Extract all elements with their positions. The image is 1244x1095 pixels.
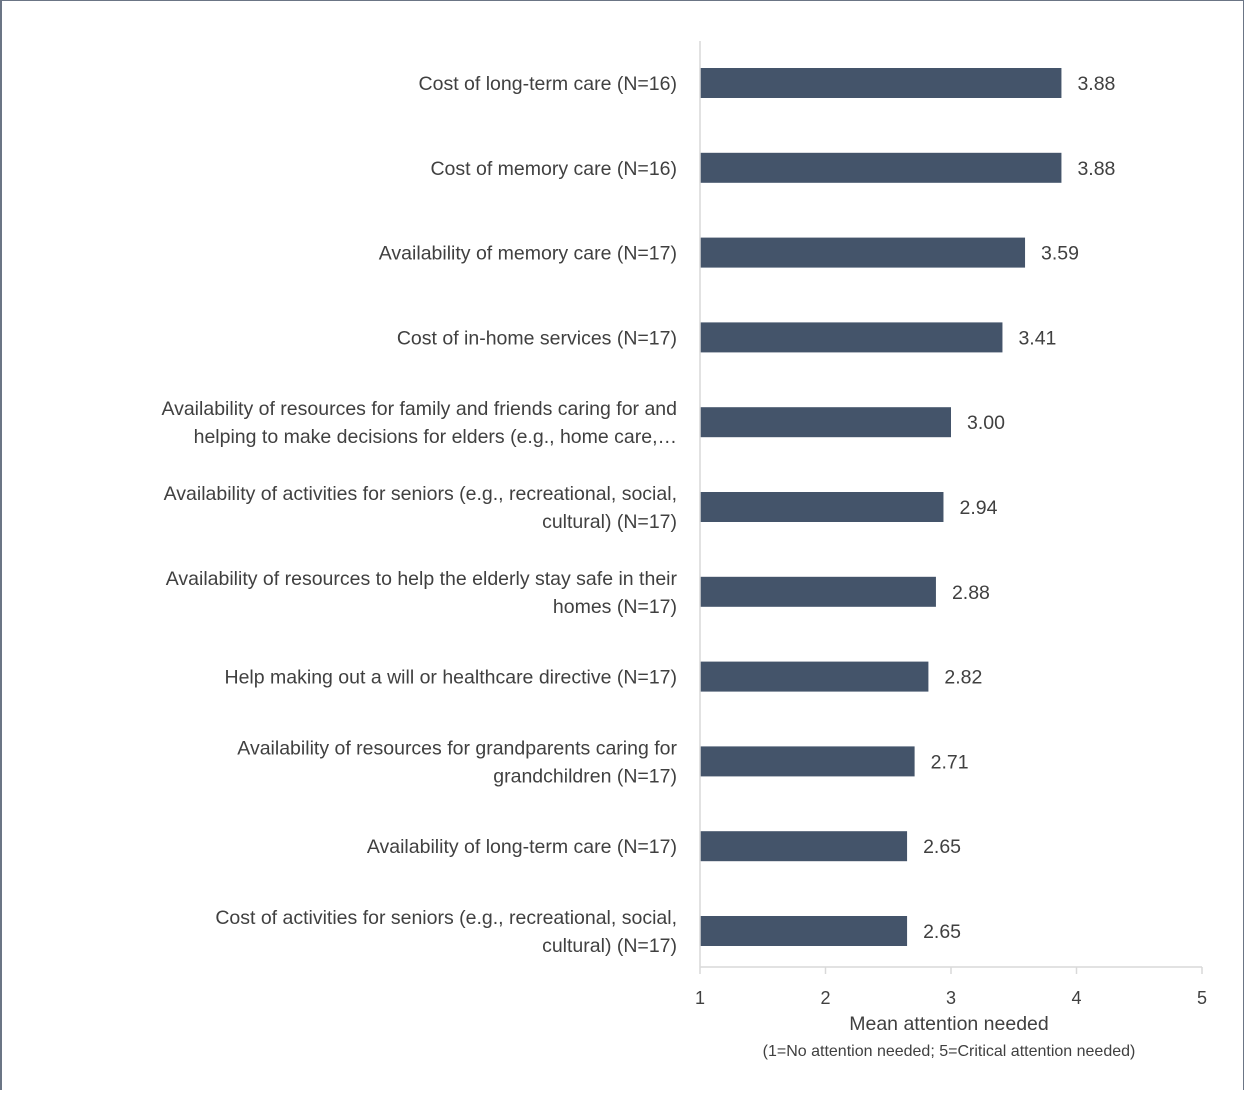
bar — [700, 831, 908, 862]
bar-value-label: 3.41 — [1018, 327, 1056, 349]
category-label-line: homes (N=17) — [553, 596, 677, 618]
category-label: Cost of in-home services (N=17) — [397, 327, 677, 349]
category-label-line: Availability of activities for seniors (… — [164, 483, 677, 505]
category-label: Cost of activities for seniors (e.g., re… — [215, 907, 677, 957]
category-label: Cost of memory care (N=16) — [430, 158, 677, 180]
category-label-line: Cost of long-term care (N=16) — [419, 73, 677, 95]
category-label-line: Help making out a will or healthcare dir… — [225, 667, 678, 689]
bars-group — [700, 68, 1062, 946]
category-label-line: Availability of resources for family and… — [161, 398, 677, 420]
category-label-line: Availability of long-term care (N=17) — [367, 836, 677, 858]
x-axis-subtitle: (1=No attention needed; 5=Critical atten… — [763, 1043, 1136, 1060]
category-label-line: Cost of memory care (N=16) — [430, 158, 677, 180]
x-tick-label: 1 — [695, 988, 705, 1008]
bar-value-label: 3.88 — [1077, 158, 1115, 180]
bar-value-label: 2.65 — [923, 836, 961, 858]
category-label-line: Cost of in-home services (N=17) — [397, 327, 677, 349]
category-label-line: Availability of memory care (N=17) — [379, 243, 677, 265]
category-label-line: grandchildren (N=17) — [493, 765, 677, 787]
bar — [700, 746, 915, 777]
category-label-line: helping to make decisions for elders (e.… — [194, 426, 677, 448]
category-label-line: Availability of resources to help the el… — [166, 568, 678, 590]
category-label: Availability of resources for family and… — [161, 398, 677, 448]
bar — [700, 916, 908, 946]
category-label: Availability of resources to help the el… — [166, 568, 678, 618]
x-axis-title: Mean attention needed — [849, 1013, 1049, 1035]
bar — [700, 322, 1003, 353]
category-label: Availability of activities for seniors (… — [164, 483, 677, 533]
bar-value-label: 3.59 — [1041, 243, 1079, 265]
category-label-line: cultural) (N=17) — [542, 935, 677, 957]
x-tick-label: 4 — [1071, 988, 1081, 1008]
bar — [700, 661, 929, 692]
category-label: Availability of memory care (N=17) — [379, 243, 677, 265]
category-label-line: Cost of activities for seniors (e.g., re… — [215, 907, 677, 929]
bar-value-label: 2.82 — [944, 667, 982, 689]
bar — [700, 492, 944, 522]
category-label: Help making out a will or healthcare dir… — [225, 667, 678, 689]
bar — [700, 407, 951, 438]
x-tick-label: 3 — [946, 988, 956, 1008]
x-axis: 1 2 3 4 5 — [695, 41, 1207, 1008]
bar — [700, 152, 1062, 183]
category-label: Availability of resources for grandparen… — [237, 737, 677, 787]
category-labels: Cost of long-term care (N=16) Cost of mem… — [161, 73, 677, 957]
bar-value-label: 2.71 — [931, 751, 969, 773]
bar-value-label: 2.88 — [952, 582, 990, 604]
category-label: Availability of long-term care (N=17) — [367, 836, 677, 858]
bar — [700, 68, 1062, 98]
bar-value-label: 2.94 — [959, 497, 997, 519]
bar-value-label: 3.88 — [1077, 73, 1115, 95]
x-tick-label: 5 — [1197, 988, 1207, 1008]
bar-value-label: 2.65 — [923, 921, 961, 943]
bar-value-label: 3.00 — [967, 412, 1005, 434]
x-tick-label: 2 — [820, 988, 830, 1008]
category-label: Cost of long-term care (N=16) — [419, 73, 677, 95]
bar — [700, 237, 1026, 268]
bar — [700, 576, 936, 607]
value-labels: 3.88 3.88 3.59 3.41 3.00 2.94 2.88 2.82 2.71 2.65… — [923, 73, 1115, 943]
category-label-line: Availability of resources for grandparen… — [237, 737, 677, 759]
category-label-line: cultural) (N=17) — [542, 511, 677, 533]
